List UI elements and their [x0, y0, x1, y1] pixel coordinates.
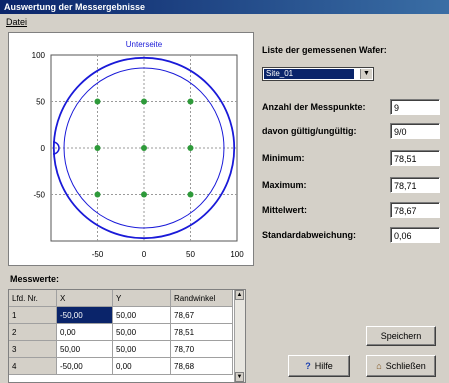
measurement-point [141, 145, 147, 151]
close-button-label: Schließen [385, 361, 426, 371]
cell-angle[interactable]: 78,51 [171, 324, 233, 341]
scroll-up-icon[interactable]: ▲ [235, 290, 244, 300]
valid-field[interactable]: 9/0 [390, 123, 440, 139]
count-label: Anzahl der Messpunkte: [262, 102, 366, 112]
measurement-point [94, 98, 101, 105]
table-row[interactable]: 3 50,00 50,00 78,70 [9, 341, 241, 358]
col-header-nr[interactable]: Lfd. Nr. [9, 290, 57, 307]
cell-angle[interactable]: 78,67 [171, 307, 233, 324]
max-label: Maximum: [262, 180, 307, 190]
mean-field[interactable]: 78,67 [390, 202, 440, 218]
count-field[interactable]: 9 [390, 99, 440, 115]
cell-y[interactable]: 0,00 [113, 358, 171, 375]
measurement-table[interactable]: Lfd. Nr. X Y Randwinkel 1 -50,00 50,00 7… [8, 289, 246, 383]
measurement-point [94, 191, 101, 198]
y-tick-label: 0 [41, 144, 46, 153]
x-tick-label: 100 [230, 250, 244, 259]
col-header-angle[interactable]: Randwinkel [171, 290, 233, 307]
table-header-row: Lfd. Nr. X Y Randwinkel [9, 290, 241, 307]
save-button-label: Speichern [380, 331, 422, 341]
min-field[interactable]: 78,51 [390, 150, 440, 166]
measurement-point [94, 145, 101, 151]
y-tick-label: 100 [32, 51, 46, 60]
chevron-down-icon[interactable]: ▼ [360, 69, 372, 79]
measurement-point [187, 145, 194, 151]
table-row[interactable]: 2 0,00 50,00 78,51 [9, 324, 241, 341]
table-row[interactable]: 4 -50,00 0,00 78,68 [9, 358, 241, 375]
wafer-select[interactable]: Site_01 ▼ [262, 67, 374, 81]
wafer-edge-exclusion [63, 67, 225, 229]
cell-angle[interactable]: 78,68 [171, 358, 233, 375]
max-field[interactable]: 78,71 [390, 177, 440, 193]
wafer-chart: Unterseite 100 50 0 -50 -50 0 50 100 [8, 32, 254, 266]
cell-x[interactable]: 50,00 [57, 341, 113, 358]
menu-item-datei[interactable]: Datei [6, 17, 28, 27]
table-row[interactable]: 1 -50,00 50,00 78,67 [9, 307, 241, 324]
row-number: 3 [9, 341, 57, 358]
x-tick-label: 50 [186, 250, 195, 259]
x-tick-label: 0 [142, 250, 147, 259]
save-button[interactable]: Speichern [366, 326, 436, 346]
wafer-select-value: Site_01 [264, 69, 354, 79]
cell-x[interactable]: 0,00 [57, 324, 113, 341]
table-title: Messwerte: [10, 274, 60, 284]
close-button[interactable]: ⌂ Schließen [366, 355, 436, 377]
x-tick-label: -50 [92, 250, 104, 259]
cell-x[interactable]: -50,00 [57, 307, 113, 324]
cell-angle[interactable]: 78,70 [171, 341, 233, 358]
menu-bar: Datei [0, 14, 449, 30]
help-button-label: Hilfe [314, 361, 333, 371]
valid-label: davon gültig/ungültig: [262, 126, 357, 136]
measurement-point [141, 98, 147, 105]
cell-y[interactable]: 50,00 [113, 324, 171, 341]
door-icon: ⌂ [376, 361, 382, 371]
measurement-point [187, 98, 194, 105]
std-field[interactable]: 0,06 [390, 227, 440, 243]
std-label: Standardabweichung: [262, 230, 357, 240]
min-label: Minimum: [262, 153, 305, 163]
help-button[interactable]: ? Hilfe [288, 355, 350, 377]
row-number: 1 [9, 307, 57, 324]
row-number: 4 [9, 358, 57, 375]
cell-y[interactable]: 50,00 [113, 307, 171, 324]
y-tick-label: 50 [36, 98, 45, 107]
wafer-outline [52, 56, 236, 240]
col-header-x[interactable]: X [57, 290, 113, 307]
table-scrollbar[interactable]: ▲ ▼ [234, 290, 245, 382]
wafer-list-label: Liste der gemessenen Wafer: [262, 45, 387, 55]
wafer-notch [52, 141, 60, 155]
measurement-point [141, 191, 147, 198]
col-header-y[interactable]: Y [113, 290, 171, 307]
scroll-down-icon[interactable]: ▼ [235, 372, 244, 382]
row-number: 2 [9, 324, 57, 341]
cell-y[interactable]: 50,00 [113, 341, 171, 358]
chart-title: Unterseite [126, 40, 163, 49]
window-title: Auswertung der Messergebnisse [0, 0, 449, 14]
help-icon: ? [305, 361, 311, 371]
measurement-point [187, 191, 194, 198]
wafer-plot: Unterseite 100 50 0 -50 -50 0 50 100 [32, 40, 245, 259]
mean-label: Mittelwert: [262, 205, 307, 215]
cell-x[interactable]: -50,00 [57, 358, 113, 375]
y-tick-label: -50 [33, 191, 45, 200]
